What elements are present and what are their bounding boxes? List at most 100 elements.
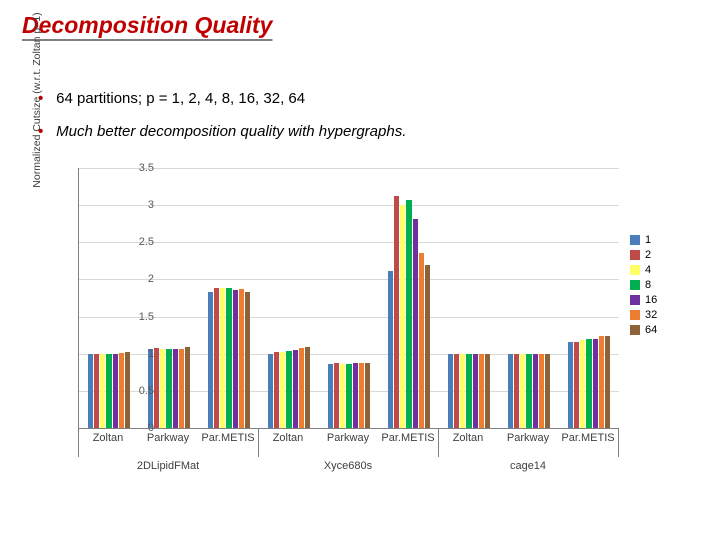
bar-group [508, 354, 550, 428]
bar [286, 351, 291, 428]
bar [173, 349, 178, 428]
bar-group [328, 363, 370, 428]
dataset-tick [618, 429, 619, 457]
bar [605, 336, 610, 428]
bar-group [208, 288, 250, 428]
legend-item: 32 [630, 309, 657, 321]
bar [208, 292, 213, 428]
bar [365, 363, 370, 428]
bar [580, 340, 585, 428]
legend-label: 4 [645, 264, 651, 276]
bar [154, 348, 159, 428]
bar [233, 290, 238, 428]
bar [274, 352, 279, 429]
y-tick-label: 2.5 [104, 236, 154, 248]
gridline [79, 242, 619, 243]
bar [545, 354, 550, 428]
bar-group [268, 347, 310, 428]
legend-swatch [630, 295, 640, 305]
legend-item: 64 [630, 324, 657, 336]
x-category-label: Parkway [507, 432, 549, 444]
dataset-tick [78, 429, 79, 457]
y-tick-label: 1 [104, 348, 154, 360]
legend-label: 32 [645, 309, 657, 321]
bar [394, 196, 399, 428]
y-tick-label: 3 [104, 199, 154, 211]
bar [508, 354, 513, 428]
bar-group [148, 347, 190, 428]
bar [328, 364, 333, 428]
bar [473, 354, 478, 428]
bar-chart: Normalized Cutsize (w.r.t. Zoltan p=1) 1… [20, 160, 700, 500]
legend-item: 2 [630, 249, 657, 261]
bullet-item: • 64 partitions; p = 1, 2, 4, 8, 16, 32,… [38, 90, 406, 107]
dataset-label: Xyce680s [324, 460, 372, 472]
bar [466, 354, 471, 428]
bar [419, 253, 424, 428]
y-tick-label: 2 [104, 273, 154, 285]
bullet-list: • 64 partitions; p = 1, 2, 4, 8, 16, 32,… [38, 90, 406, 156]
plot-area: Normalized Cutsize (w.r.t. Zoltan p=1) [78, 168, 619, 429]
x-category-label: Par.METIS [381, 432, 434, 444]
bullet-text: 64 partitions; p = 1, 2, 4, 8, 16, 32, 6… [56, 90, 305, 107]
legend-item: 4 [630, 264, 657, 276]
legend-item: 8 [630, 279, 657, 291]
legend: 1 2 4 8 16 32 64 [630, 234, 657, 339]
bar [166, 349, 171, 428]
bar [400, 205, 405, 428]
legend-swatch [630, 250, 640, 260]
legend-swatch [630, 310, 640, 320]
legend-swatch [630, 325, 640, 335]
bar [574, 342, 579, 428]
legend-item: 16 [630, 294, 657, 306]
bar [94, 354, 99, 428]
bar [346, 364, 351, 428]
bar [179, 349, 184, 428]
legend-label: 16 [645, 294, 657, 306]
y-tick-label: 3.5 [104, 162, 154, 174]
legend-label: 1 [645, 234, 651, 246]
bar [185, 347, 190, 428]
legend-label: 2 [645, 249, 651, 261]
legend-label: 64 [645, 324, 657, 336]
bar [214, 288, 219, 428]
bar [593, 339, 598, 428]
x-category-label: Zoltan [453, 432, 484, 444]
bar [280, 352, 285, 429]
dataset-tick [258, 429, 259, 457]
legend-item: 1 [630, 234, 657, 246]
bullet-text: Much better decomposition quality with h… [56, 123, 406, 140]
legend-swatch [630, 235, 640, 245]
bar [413, 219, 418, 428]
bar [388, 271, 393, 428]
bar-group [388, 196, 430, 428]
bar [88, 354, 93, 428]
bar [448, 354, 453, 428]
bar [454, 354, 459, 428]
gridline [79, 168, 619, 169]
bar [226, 288, 231, 428]
x-category-label: Par.METIS [201, 432, 254, 444]
gridline [79, 279, 619, 280]
y-axis-label: Normalized Cutsize (w.r.t. Zoltan p=1) [31, 0, 47, 230]
bar [425, 265, 430, 428]
gridline [79, 317, 619, 318]
dataset-label: cage14 [510, 460, 546, 472]
bar [460, 354, 465, 428]
y-tick-label: 0.5 [104, 385, 154, 397]
bar [353, 363, 358, 428]
bar [406, 200, 411, 428]
bar [305, 347, 310, 428]
bar [599, 336, 604, 428]
bar [568, 342, 573, 428]
bar [340, 364, 345, 428]
y-tick-label: 1.5 [104, 311, 154, 323]
bar [220, 288, 225, 428]
bar [239, 289, 244, 428]
gridline [79, 205, 619, 206]
bar [359, 363, 364, 428]
legend-swatch [630, 280, 640, 290]
bar-group [448, 354, 490, 428]
legend-label: 8 [645, 279, 651, 291]
x-category-label: Parkway [327, 432, 369, 444]
